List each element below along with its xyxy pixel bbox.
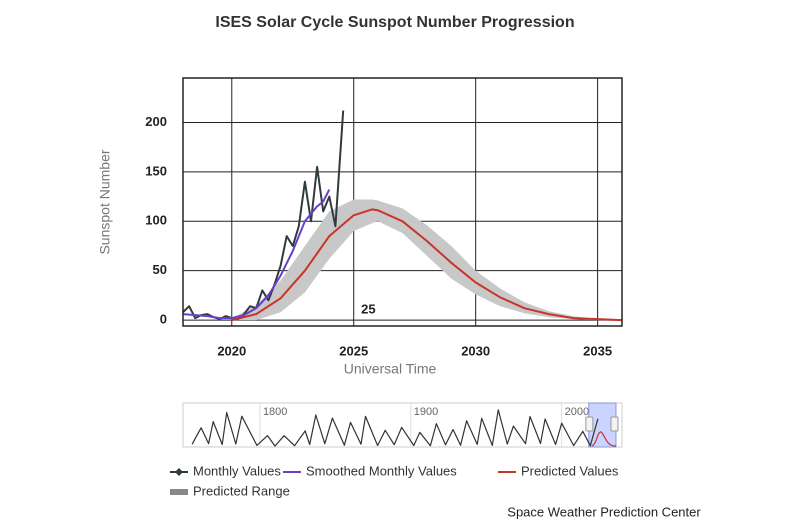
series-line [182,110,345,321]
y-axis-label: Sunspot Number [97,149,113,254]
series-line [182,189,331,320]
x-tick-label: 2030 [461,343,490,358]
navigator-tick-label: 1900 [414,406,438,418]
navigator-tick-label: 2000 [565,406,589,418]
navigator-handle[interactable] [585,416,594,432]
predicted-range-band [231,199,623,321]
legend-label[interactable]: Predicted Range [193,483,290,498]
plot-frame [182,77,623,327]
navigator-predicted-line [591,431,617,447]
navigator-frame [182,402,623,448]
y-tick-label: 0 [160,312,167,327]
x-tick-label: 2035 [583,343,612,358]
navigator-tick-label: 1800 [263,406,287,418]
series-line [231,208,623,322]
plot-area [183,78,622,326]
navigator-line [191,409,599,447]
x-tick-label: 2025 [339,343,368,358]
y-tick-label: 150 [145,163,167,178]
source-credit: Space Weather Prediction Center [507,504,701,519]
chart-title: ISES Solar Cycle Sunspot Number Progress… [215,14,574,31]
legend-label[interactable]: Predicted Values [521,463,619,478]
legend-swatch [170,489,188,495]
y-tick-label: 200 [145,114,167,129]
y-tick-label: 50 [153,262,167,277]
x-axis-label: Universal Time [344,361,437,377]
x-tick-label: 2020 [217,343,246,358]
y-tick-label: 100 [145,213,167,228]
legend-label[interactable]: Monthly Values [193,463,281,478]
navigator-handle[interactable] [610,416,619,432]
cycle-annotation: 25 [361,302,375,317]
legend-marker [175,468,183,476]
legend-label[interactable]: Smoothed Monthly Values [306,463,457,478]
